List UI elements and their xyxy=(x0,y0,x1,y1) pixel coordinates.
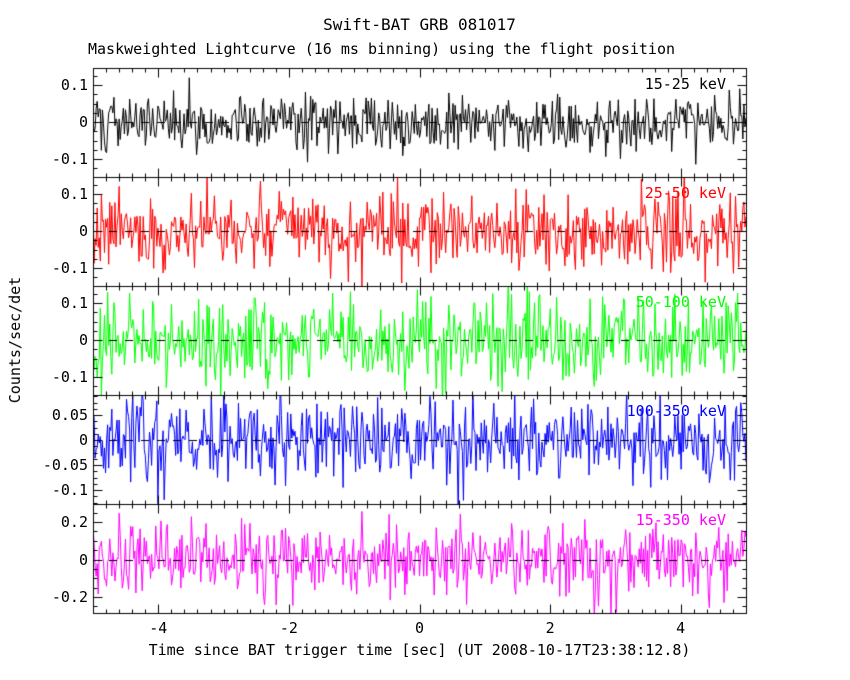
chart-subtitle: Maskweighted Lightcurve (16 ms binning) … xyxy=(88,40,675,58)
chart-title: Swift-BAT GRB 081017 xyxy=(323,15,516,34)
x-axis-label: Time since BAT trigger time [sec] (UT 20… xyxy=(148,641,691,659)
y-axis-label: Counts/sec/det xyxy=(6,276,24,404)
